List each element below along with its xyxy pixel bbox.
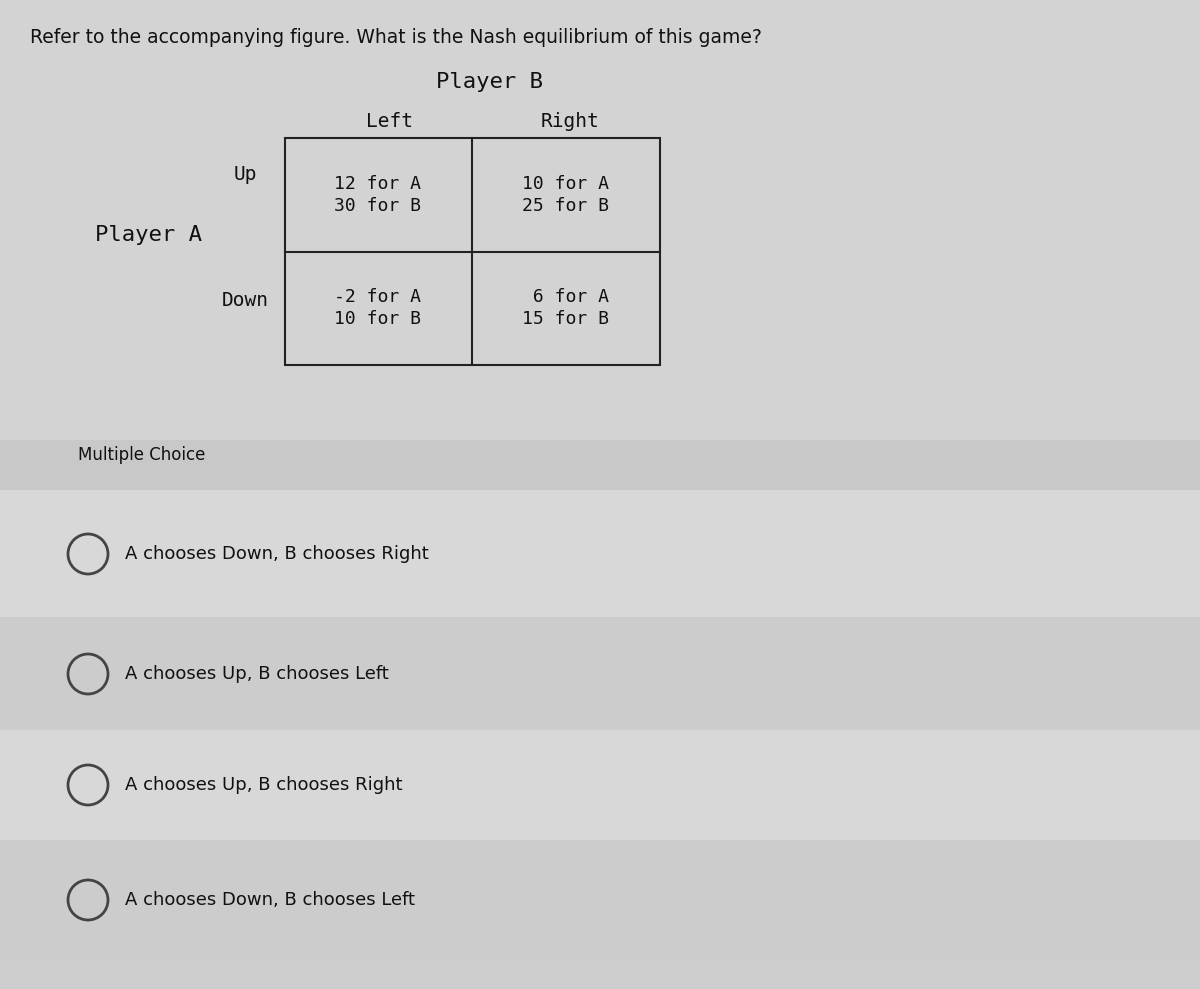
Bar [0,440,1200,989]
Text: 6 for A: 6 for A [522,288,610,306]
Text: Player B: Player B [437,72,544,92]
Text: A chooses Up, B chooses Right: A chooses Up, B chooses Right [125,776,402,794]
Text: 30 for B: 30 for B [335,197,421,215]
Bar [0,617,1200,730]
Text: Up: Up [233,165,257,185]
Text: Left: Left [366,112,414,131]
Text: Multiple Choice: Multiple Choice [78,446,205,464]
Text: Refer to the accompanying figure. What is the Nash equilibrium of this game?: Refer to the accompanying figure. What i… [30,28,762,47]
Text: A chooses Up, B chooses Left: A chooses Up, B chooses Left [125,665,389,683]
Text: A chooses Down, B chooses Left: A chooses Down, B chooses Left [125,891,415,909]
Text: 10 for B: 10 for B [335,310,421,328]
Text: A chooses Down, B chooses Right: A chooses Down, B chooses Right [125,545,428,563]
Bar [0,840,1200,960]
Bar [286,138,660,365]
Bar [0,440,1200,490]
Text: Right: Right [541,112,599,131]
Text: 25 for B: 25 for B [522,197,610,215]
Text: 12 for A: 12 for A [335,175,421,193]
Bar [0,490,1200,617]
Bar [0,730,1200,840]
Text: Down: Down [222,291,269,310]
Text: 10 for A: 10 for A [522,175,610,193]
Text: 15 for B: 15 for B [522,310,610,328]
Text: -2 for A: -2 for A [335,288,421,306]
Text: Player A: Player A [95,225,202,245]
